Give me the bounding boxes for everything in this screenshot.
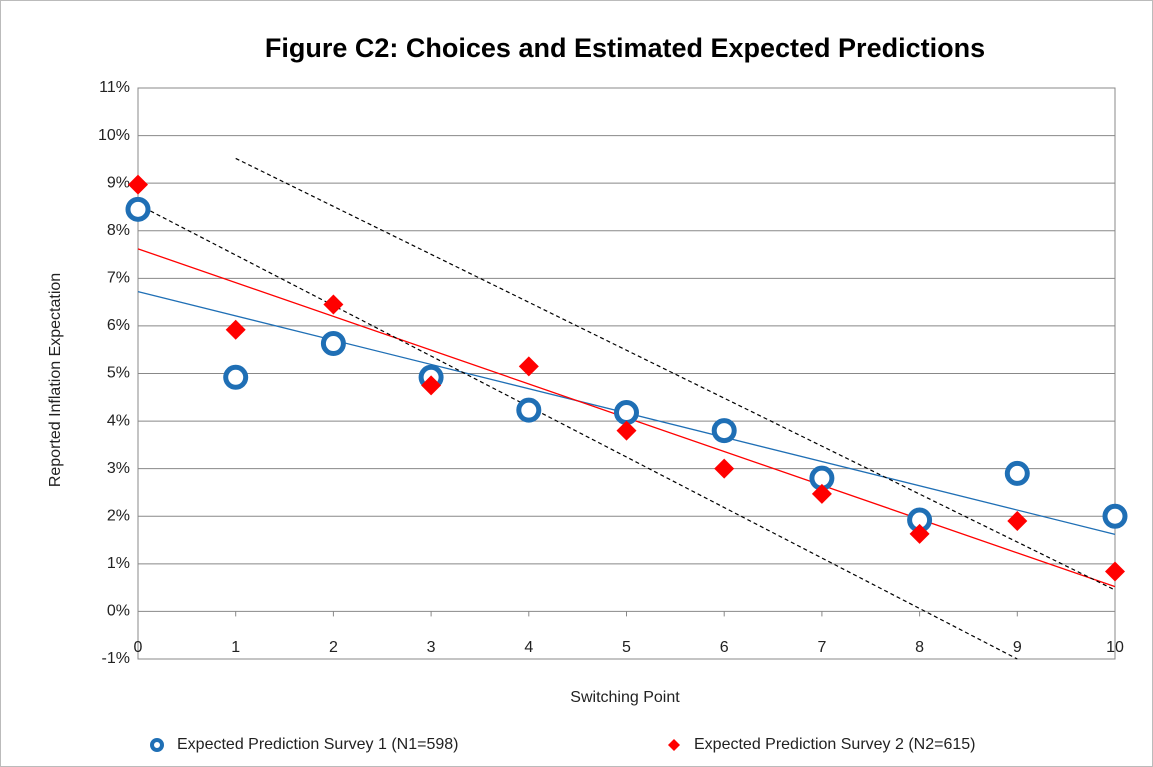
- x-tick-label: 1: [231, 639, 240, 656]
- point: [516, 397, 542, 423]
- x-tick-label: 2: [329, 639, 338, 656]
- point: [223, 364, 249, 390]
- point: [1007, 511, 1028, 532]
- dashed-line: [137, 204, 1018, 660]
- x-tick-label: 0: [134, 639, 143, 656]
- y-tick-label: 11%: [99, 79, 130, 96]
- dashed-line: [235, 157, 1116, 591]
- y-tick-label: -1%: [102, 650, 130, 667]
- point: [323, 294, 344, 315]
- x-tick-label: 9: [1013, 639, 1022, 656]
- y-tick-label: 3%: [107, 460, 130, 477]
- y-tick-label: 9%: [107, 174, 130, 191]
- x-axis-title: Switching Point: [570, 689, 680, 706]
- y-tick-label: 0%: [107, 603, 130, 620]
- point: [614, 400, 639, 426]
- point: [225, 319, 246, 340]
- y-tick-label: 10%: [98, 127, 130, 144]
- point: [1105, 561, 1125, 582]
- point: [320, 331, 346, 357]
- y-axis-title: Reported Inflation Expectation: [47, 273, 64, 487]
- x-tick-label: 10: [1106, 639, 1124, 656]
- point: [714, 458, 735, 479]
- x-tick-label: 4: [524, 639, 533, 656]
- legend-marker: [668, 739, 680, 751]
- point: [518, 356, 539, 377]
- x-tick-label: 8: [915, 639, 924, 656]
- chart-title: Figure C2: Choices and Estimated Expecte…: [265, 33, 985, 63]
- y-tick-label: 6%: [107, 317, 130, 334]
- point: [128, 174, 148, 195]
- point: [811, 483, 832, 504]
- legend-label: Expected Prediction Survey 1 (N1=598): [177, 736, 458, 753]
- legend-label: Expected Prediction Survey 2 (N2=615): [694, 736, 975, 753]
- y-tick-label: 5%: [107, 365, 130, 382]
- point: [421, 375, 442, 396]
- y-tick-label: 4%: [107, 412, 130, 429]
- point: [125, 196, 151, 222]
- x-tick-label: 7: [817, 639, 826, 656]
- point: [616, 420, 637, 441]
- point: [1004, 460, 1030, 486]
- y-tick-label: 8%: [107, 222, 130, 239]
- y-tick-label: 1%: [107, 555, 130, 572]
- legend-marker: [150, 738, 164, 752]
- x-tick-label: 5: [622, 639, 631, 656]
- x-tick-label: 6: [720, 639, 729, 656]
- y-tick-label: 7%: [107, 270, 130, 287]
- point: [909, 523, 930, 544]
- point: [711, 418, 737, 444]
- y-tick-label: 2%: [107, 507, 130, 524]
- point: [1102, 503, 1128, 529]
- x-tick-label: 3: [427, 639, 436, 656]
